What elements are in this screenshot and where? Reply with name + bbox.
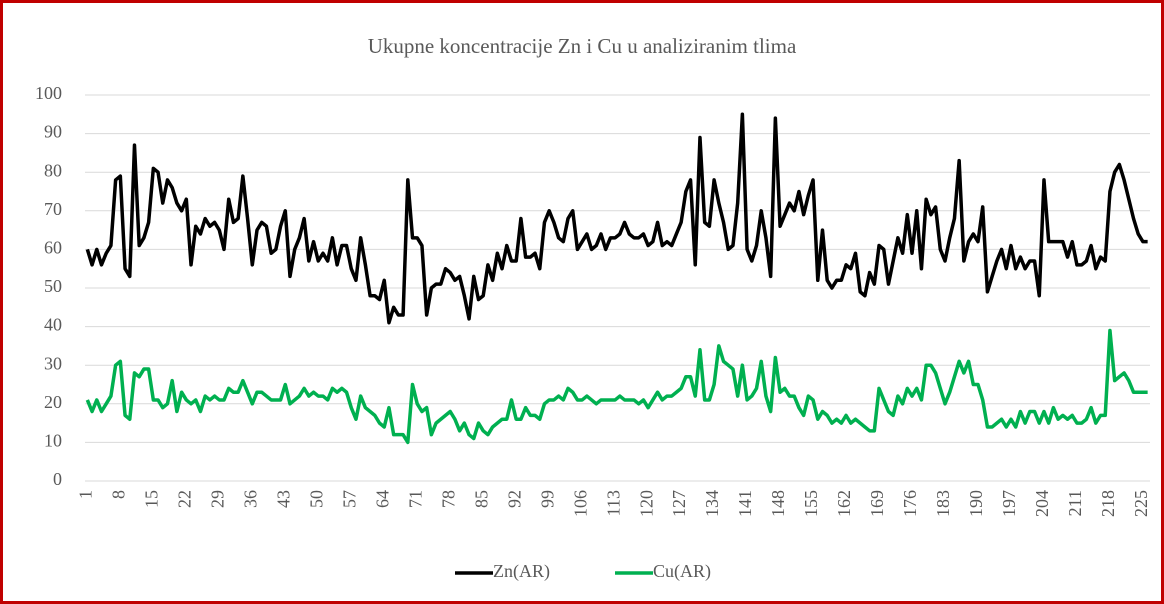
x-tick-label: 36 bbox=[240, 490, 260, 508]
y-tick-label: 70 bbox=[44, 199, 62, 219]
y-tick-label: 90 bbox=[44, 122, 62, 142]
x-tick-label: 113 bbox=[603, 490, 623, 516]
x-tick-label: 211 bbox=[1065, 490, 1085, 516]
x-tick-label: 85 bbox=[471, 490, 491, 508]
x-tick-label: 50 bbox=[306, 490, 326, 508]
x-tick-label: 71 bbox=[405, 490, 425, 508]
x-tick-label: 29 bbox=[207, 490, 227, 508]
x-tick-label: 99 bbox=[537, 490, 557, 508]
x-tick-label: 176 bbox=[900, 490, 920, 517]
y-tick-label: 40 bbox=[44, 315, 62, 335]
x-tick-label: 162 bbox=[834, 490, 854, 517]
x-tick-label: 190 bbox=[966, 490, 986, 517]
x-tick-label: 155 bbox=[801, 490, 821, 517]
x-tick-label: 134 bbox=[702, 490, 722, 517]
x-tick-label: 78 bbox=[438, 490, 458, 508]
y-tick-label: 50 bbox=[44, 276, 62, 296]
y-tick-label: 100 bbox=[35, 83, 62, 103]
y-tick-label: 30 bbox=[44, 353, 62, 373]
x-tick-label: 141 bbox=[735, 490, 755, 517]
x-tick-label: 197 bbox=[999, 490, 1019, 517]
x-tick-label: 57 bbox=[339, 490, 359, 508]
x-tick-label: 64 bbox=[372, 490, 392, 508]
legend-label: Zn(AR) bbox=[493, 561, 550, 582]
x-tick-label: 15 bbox=[141, 490, 161, 508]
x-tick-label: 148 bbox=[768, 490, 788, 517]
x-tick-label: 43 bbox=[273, 490, 293, 508]
series-line bbox=[85, 112, 1148, 325]
y-tick-label: 10 bbox=[44, 431, 62, 451]
x-tick-label: 127 bbox=[669, 490, 689, 517]
series-line bbox=[85, 328, 1148, 445]
x-tick-label: 8 bbox=[108, 490, 128, 499]
x-tick-label: 22 bbox=[174, 490, 194, 508]
x-tick-label: 1 bbox=[75, 490, 95, 499]
chart-title: Ukupne koncentracije Zn i Cu u analizira… bbox=[368, 34, 797, 58]
x-tick-label: 218 bbox=[1098, 490, 1118, 517]
x-tick-label: 120 bbox=[636, 490, 656, 517]
y-tick-label: 20 bbox=[44, 392, 62, 412]
y-tick-label: 0 bbox=[53, 469, 62, 489]
y-tick-label: 60 bbox=[44, 238, 62, 258]
y-tick-label: 80 bbox=[44, 160, 62, 180]
legend-label: Cu(AR) bbox=[653, 561, 711, 582]
x-tick-label: 204 bbox=[1032, 490, 1052, 517]
x-tick-label: 183 bbox=[933, 490, 953, 517]
x-tick-label: 92 bbox=[504, 490, 524, 508]
x-tick-label: 106 bbox=[570, 490, 590, 517]
x-tick-label: 169 bbox=[867, 490, 887, 517]
x-tick-label: 225 bbox=[1131, 490, 1151, 517]
